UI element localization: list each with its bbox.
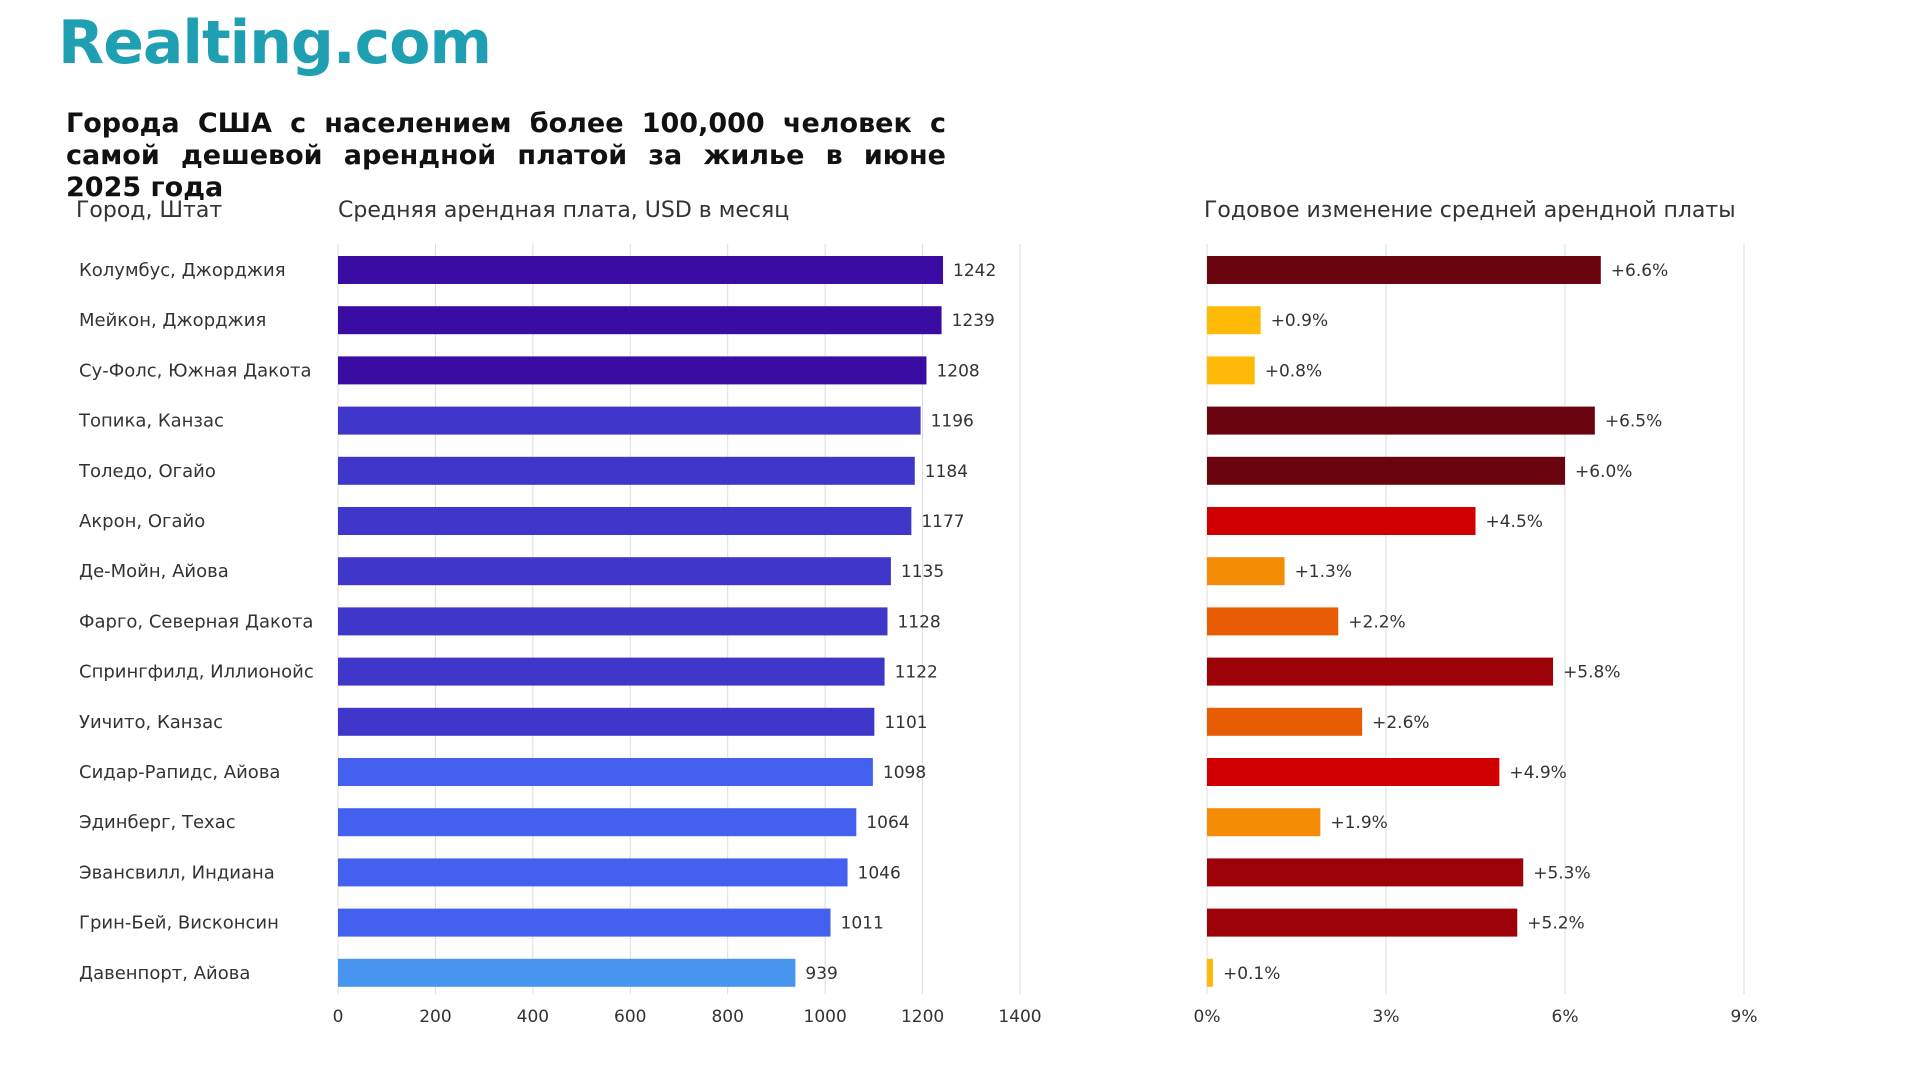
change-value-label: +0.8%	[1265, 361, 1322, 381]
city-label: Спрингфилд, Иллионойс	[79, 662, 314, 683]
rent-bar	[338, 507, 912, 535]
change-bar	[1207, 858, 1524, 887]
change-bar	[1207, 456, 1565, 485]
rent-tick-label: 400	[517, 1007, 549, 1027]
rent-bar	[338, 707, 875, 736]
rent-value-label: 1098	[883, 763, 926, 783]
change-bar	[1207, 406, 1595, 435]
city-label: Топика, Канзас	[78, 411, 224, 432]
change-value-label: +6.0%	[1575, 462, 1632, 482]
city-column-header: Город, Штат	[76, 198, 223, 223]
change-bar	[1207, 306, 1261, 335]
change-bar	[1207, 958, 1213, 987]
rent-value-label: 1208	[936, 361, 979, 381]
city-label: Сидар-Рапидс, Айова	[79, 762, 280, 783]
rent-tick-label: 1200	[901, 1007, 944, 1027]
change-value-label: +2.6%	[1372, 713, 1429, 733]
change-bar	[1207, 256, 1601, 284]
city-label: Де-Мойн, Айова	[79, 561, 229, 582]
city-label: Давенпорт, Айова	[79, 963, 250, 984]
chart-title: Города США с населением более 100,000 че…	[66, 108, 946, 203]
change-bar	[1207, 657, 1554, 686]
change-bar	[1207, 707, 1363, 736]
change-value-label: +4.5%	[1486, 512, 1543, 532]
rent-tick-label: 1000	[804, 1007, 847, 1027]
city-label: Колумбус, Джорджия	[79, 260, 286, 281]
change-value-label: +0.1%	[1223, 964, 1280, 984]
change-value-label: +5.2%	[1527, 914, 1584, 934]
city-label: Толедо, Огайо	[78, 461, 216, 482]
rent-bar	[338, 406, 921, 435]
rent-value-label: 1122	[895, 663, 938, 683]
rent-value-label: 939	[805, 964, 837, 984]
rent-value-label: 1128	[897, 612, 940, 632]
change-value-label: +4.9%	[1509, 763, 1566, 783]
rent-value-label: 1177	[921, 512, 964, 532]
change-value-label: +6.5%	[1605, 412, 1662, 432]
rent-value-label: 1011	[841, 914, 884, 934]
change-chart-title: Годовое изменение средней арендной платы	[1204, 198, 1736, 223]
rent-bar	[338, 306, 942, 335]
rent-value-label: 1135	[901, 562, 944, 582]
city-label: Су-Фолс, Южная Дакота	[79, 360, 312, 381]
rent-value-label: 1046	[858, 863, 901, 883]
change-tick-label: 6%	[1552, 1007, 1579, 1027]
city-label: Эдинберг, Техас	[79, 812, 236, 833]
rent-value-label: 1184	[925, 462, 968, 482]
city-label: Уичито, Канзас	[79, 712, 223, 733]
rent-value-label: 1064	[866, 813, 909, 833]
rent-chart-title: Средняя арендная плата, USD в месяц	[338, 198, 790, 223]
change-bar	[1207, 808, 1321, 837]
rent-bar	[338, 356, 927, 385]
realting-logo[interactable]: Realting.com	[58, 8, 492, 78]
change-value-label: +0.9%	[1271, 311, 1328, 331]
rent-tick-label: 800	[711, 1007, 743, 1027]
change-bar	[1207, 607, 1339, 636]
change-bar	[1207, 356, 1255, 385]
rent-value-label: 1101	[884, 713, 927, 733]
change-value-label: +1.9%	[1330, 813, 1387, 833]
change-tick-label: 9%	[1731, 1007, 1758, 1027]
change-value-label: +5.8%	[1563, 663, 1620, 683]
rent-bar	[338, 256, 944, 284]
rent-bar	[338, 808, 857, 837]
city-label: Фарго, Северная Дакота	[79, 611, 313, 632]
rent-tick-label: 600	[614, 1007, 646, 1027]
rent-value-label: 1196	[931, 412, 974, 432]
change-bar	[1207, 507, 1476, 535]
rent-bar	[338, 456, 915, 485]
change-value-label: +6.6%	[1611, 261, 1668, 281]
rent-bar	[338, 958, 796, 987]
rent-bar	[338, 758, 873, 786]
rent-bar	[338, 657, 885, 686]
change-bar	[1207, 557, 1285, 586]
rent-bar	[338, 858, 848, 887]
change-value-label: +5.3%	[1533, 863, 1590, 883]
rent-bar	[338, 557, 891, 586]
city-label: Грин-Бей, Висконсин	[79, 913, 279, 934]
city-label: Акрон, Огайо	[79, 511, 205, 532]
change-tick-label: 3%	[1373, 1007, 1400, 1027]
change-bar	[1207, 758, 1500, 786]
rent-bar	[338, 607, 888, 636]
rent-tick-label: 1400	[998, 1007, 1041, 1027]
change-tick-label: 0%	[1194, 1007, 1221, 1027]
rent-value-label: 1239	[952, 311, 995, 331]
change-value-label: +1.3%	[1295, 562, 1352, 582]
rent-bar	[338, 908, 831, 937]
city-label: Мейкон, Джорджия	[79, 310, 266, 331]
rent-tick-label: 200	[419, 1007, 451, 1027]
city-label: Эвансвилл, Индиана	[79, 862, 275, 883]
rent-tick-label: 0	[333, 1007, 344, 1027]
rent-value-label: 1242	[953, 261, 996, 281]
change-value-label: +2.2%	[1348, 612, 1405, 632]
change-bar	[1207, 908, 1518, 937]
